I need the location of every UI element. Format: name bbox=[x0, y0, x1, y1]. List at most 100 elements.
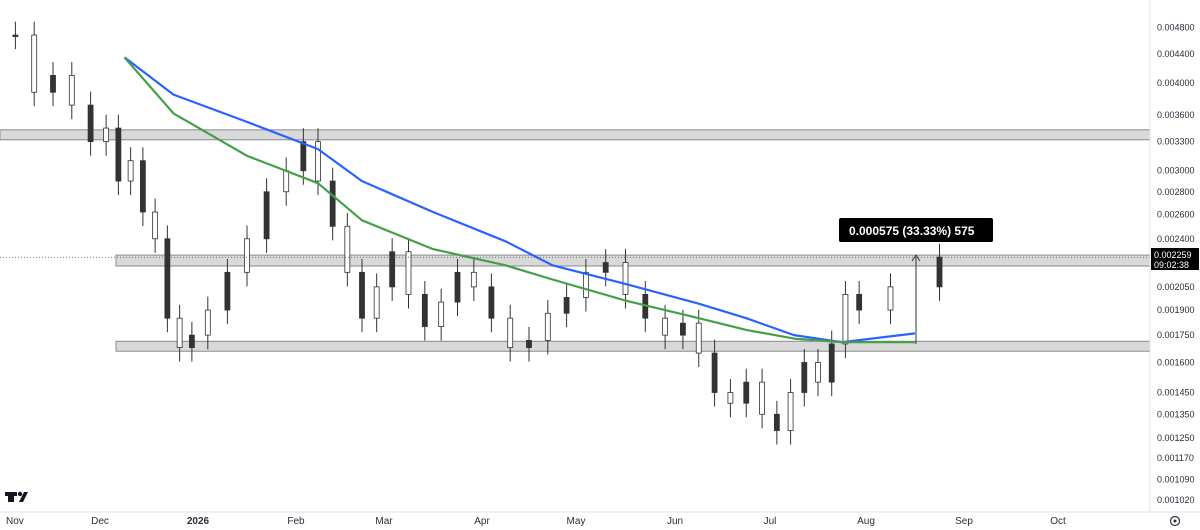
candle-body-13 bbox=[204, 309, 211, 336]
candle-body-6 bbox=[115, 127, 122, 182]
candle-body-16 bbox=[263, 191, 270, 240]
candle-body-1 bbox=[31, 34, 38, 93]
candle-body-21 bbox=[344, 225, 351, 273]
candle-body-20 bbox=[329, 180, 336, 227]
last-price-value: 0.002259 bbox=[1154, 250, 1192, 260]
candle-body-15 bbox=[244, 238, 250, 273]
price-tick-6: 0.003000 bbox=[1157, 166, 1195, 176]
candle-body-46 bbox=[773, 413, 780, 431]
time-tick-jul: Jul bbox=[764, 516, 777, 527]
candle-body-36 bbox=[602, 262, 609, 273]
time-tick-2026: 2026 bbox=[187, 516, 210, 527]
price-tick-2: 0.004400 bbox=[1157, 49, 1195, 59]
ma-line-blue bbox=[123, 56, 916, 344]
price-tick-10: 0.002050 bbox=[1157, 282, 1195, 292]
candle-body-24 bbox=[389, 251, 396, 288]
candle-body-26 bbox=[421, 293, 428, 327]
time-tick-aug: Aug bbox=[857, 516, 875, 527]
candle-body-37 bbox=[622, 262, 629, 295]
price-tick-11: 0.001900 bbox=[1157, 305, 1195, 315]
candle-body-28 bbox=[454, 271, 461, 303]
time-tick-nov: Nov bbox=[6, 516, 24, 527]
candle-body-34 bbox=[563, 297, 570, 314]
candle-body-45 bbox=[759, 381, 765, 415]
price-tick-17: 0.001170 bbox=[1157, 453, 1194, 463]
candle-body-25 bbox=[405, 251, 412, 295]
zone-1 bbox=[115, 254, 1151, 267]
overlay bbox=[0, 254, 1150, 344]
price-axis[interactable]: 0.004800 0.004400 0.004000 0.003600 0.003300… bbox=[1157, 22, 1195, 504]
candles bbox=[12, 21, 943, 445]
candle-body-23 bbox=[373, 286, 380, 319]
candle-body-53 bbox=[887, 286, 894, 311]
candle-body-52 bbox=[856, 293, 863, 311]
candle-body-39 bbox=[662, 317, 668, 336]
price-tick-7: 0.002800 bbox=[1157, 187, 1195, 197]
candle-body-5 bbox=[103, 127, 110, 143]
price-tick-5: 0.003300 bbox=[1157, 137, 1195, 147]
measure-label: 0.000575 (33.33%) 575 bbox=[839, 218, 993, 242]
time-tick-mar: Mar bbox=[375, 516, 393, 527]
time-tick-dec: Dec bbox=[91, 516, 109, 527]
price-tick-15: 0.001350 bbox=[1157, 409, 1195, 419]
candle-body-18 bbox=[300, 141, 307, 172]
candle-body-9 bbox=[152, 211, 159, 240]
measure-label-text: 0.000575 (33.33%) 575 bbox=[849, 224, 975, 238]
price-tick-19: 0.001020 bbox=[1157, 495, 1195, 505]
moving-averages bbox=[123, 56, 916, 344]
price-tick-12: 0.001750 bbox=[1157, 330, 1195, 340]
tradingview-logo-icon[interactable] bbox=[5, 491, 28, 502]
price-tick-16: 0.001250 bbox=[1157, 433, 1195, 443]
zone-0 bbox=[0, 129, 1151, 141]
candle-body-50 bbox=[828, 343, 835, 383]
candle-body-42 bbox=[711, 352, 718, 393]
candle-body-10 bbox=[164, 238, 171, 319]
candle-body-19 bbox=[315, 141, 321, 182]
candle-body-33 bbox=[544, 312, 551, 341]
time-tick-feb: Feb bbox=[287, 516, 305, 527]
price-tick-9: 0.002400 bbox=[1157, 234, 1195, 244]
candle-body-14 bbox=[224, 271, 231, 311]
price-tick-14: 0.001450 bbox=[1157, 387, 1195, 397]
time-tick-apr: Apr bbox=[474, 516, 490, 527]
candle-body-35 bbox=[583, 271, 589, 298]
candle-body-32 bbox=[526, 340, 532, 348]
candle-body-43 bbox=[727, 392, 734, 404]
candle-body-22 bbox=[359, 271, 365, 319]
candle-body-30 bbox=[488, 286, 495, 319]
price-tick-8: 0.002600 bbox=[1157, 209, 1195, 219]
candle-body-51 bbox=[842, 293, 849, 345]
time-tick-oct: Oct bbox=[1050, 516, 1066, 527]
candle-body-49 bbox=[815, 362, 821, 383]
last-price-tag: 0.002259 09:02:38 bbox=[1151, 248, 1199, 270]
candle-body-17 bbox=[283, 170, 290, 193]
candle-body-0 bbox=[12, 34, 19, 37]
price-tick-18: 0.001090 bbox=[1157, 475, 1195, 485]
candle-body-44 bbox=[743, 381, 750, 404]
candle-body-48 bbox=[801, 362, 808, 393]
time-tick-may: May bbox=[567, 516, 586, 527]
gear-icon[interactable] bbox=[1169, 515, 1181, 527]
time-axis[interactable]: Nov Dec 2026 Feb Mar Apr May Jun Jul Aug Sep Oct bbox=[6, 516, 1066, 527]
price-tick-13: 0.001600 bbox=[1157, 357, 1195, 367]
price-tick-3: 0.004000 bbox=[1157, 78, 1195, 88]
zone-2 bbox=[115, 340, 1151, 352]
time-tick-jun: Jun bbox=[667, 516, 683, 527]
price-tick-4: 0.003600 bbox=[1157, 110, 1195, 120]
candle-body-29 bbox=[470, 271, 477, 288]
measure-label-bg bbox=[839, 218, 993, 242]
candle-body-31 bbox=[507, 317, 514, 348]
ma-line-green bbox=[123, 56, 915, 344]
candle-body-2 bbox=[50, 75, 56, 93]
candle-body-4 bbox=[87, 104, 94, 143]
price-tick-1: 0.004800 bbox=[1157, 22, 1195, 32]
last-price-countdown: 09:02:38 bbox=[1154, 260, 1189, 270]
candle-body-8 bbox=[139, 160, 146, 213]
candle-body-54 bbox=[936, 256, 943, 288]
last-price-tag-bg bbox=[1151, 248, 1199, 270]
candle-body-3 bbox=[68, 75, 75, 106]
candle-body-47 bbox=[787, 392, 794, 431]
candle-body-27 bbox=[438, 301, 445, 327]
